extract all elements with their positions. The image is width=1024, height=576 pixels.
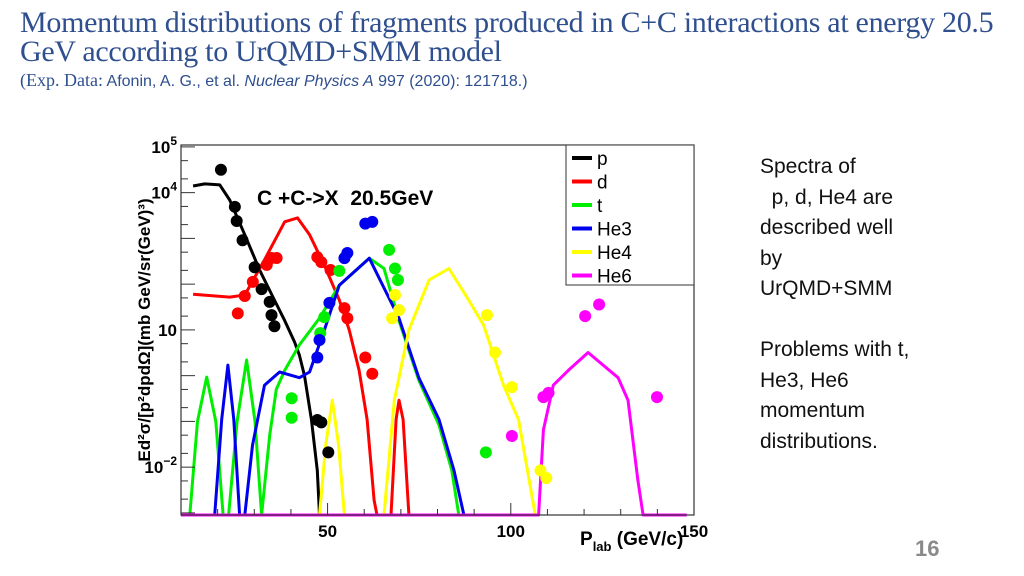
data-point-He3 — [341, 246, 354, 259]
legend-box — [565, 144, 695, 286]
y-tick-label: 10−2 — [144, 454, 177, 477]
data-point-p — [214, 163, 227, 176]
side-note-2: Problems with t, He3, He6 momentum distr… — [760, 338, 910, 453]
data-point-p — [315, 416, 328, 429]
curve-He4 — [318, 267, 537, 517]
y-tick-label: 104 — [151, 180, 177, 203]
data-point-He4 — [386, 312, 399, 325]
y-tick-label: 105 — [151, 134, 177, 157]
data-point-He4 — [388, 288, 401, 301]
subtitle-journal: Nuclear Physics A — [244, 73, 374, 90]
data-point-He4 — [393, 304, 406, 317]
data-point-He6 — [542, 386, 555, 399]
data-point-He3 — [323, 296, 336, 309]
data-point-He3 — [313, 334, 326, 347]
data-point-t — [479, 446, 492, 459]
data-point-p — [230, 215, 243, 228]
data-point-t — [391, 274, 404, 287]
data-point-d — [238, 290, 251, 303]
data-point-t — [285, 411, 298, 424]
x-axis-label: Plab (GeV/c) — [580, 529, 683, 554]
curve-He6 — [181, 351, 687, 517]
y-tick-label: 10 — [158, 321, 177, 340]
chart-annotation: C +C->X 20.5GeV — [257, 187, 433, 210]
x-axis-label-sub: lab — [593, 539, 612, 554]
data-point-t — [388, 262, 401, 275]
data-point-He4 — [489, 346, 502, 359]
data-point-p — [255, 283, 268, 296]
data-point-p — [263, 295, 276, 308]
data-point-p — [268, 320, 281, 333]
data-point-p — [322, 446, 335, 459]
y-axis-label: Ed²σ/[p²dpdΩ](mb GeV/sr(GeV)³) — [135, 198, 154, 461]
subtitle-prefix: (Exp. Data: — [20, 70, 103, 90]
data-point-d — [315, 256, 328, 269]
data-point-d — [324, 263, 337, 276]
data-point-He4 — [480, 309, 493, 322]
data-point-He6 — [593, 298, 606, 311]
side-note-1: Spectra of p, d, He4 are described well … — [760, 155, 894, 300]
legend-label-t: t — [597, 196, 603, 217]
x-tick-label: 100 — [497, 522, 525, 541]
x-axis-label-unit: (GeV/c) — [611, 529, 683, 550]
data-point-d — [231, 307, 244, 320]
curve-He3 — [213, 256, 466, 517]
data-point-d — [359, 351, 372, 364]
data-point-p — [228, 200, 241, 213]
data-point-t — [333, 264, 346, 277]
legend-label-He6: He6 — [597, 267, 632, 288]
subtitle-ref: 997 (2020): 121718.) — [373, 73, 528, 90]
data-point-p — [265, 309, 278, 322]
data-point-He4 — [540, 471, 553, 484]
slide-subtitle: (Exp. Data: Afonin, A. G., et al. Nuclea… — [20, 70, 528, 91]
data-point-He6 — [650, 391, 663, 404]
legend-label-p: p — [597, 149, 608, 170]
data-point-d — [366, 367, 379, 380]
data-point-p — [248, 261, 261, 274]
data-point-p — [236, 234, 249, 247]
data-point-He6 — [579, 310, 592, 323]
data-point-He3 — [311, 351, 324, 364]
data-point-He6 — [505, 429, 518, 442]
data-point-d — [341, 312, 354, 325]
data-point-d — [246, 275, 259, 288]
data-point-d — [338, 302, 351, 315]
legend-label-d: d — [597, 173, 608, 194]
data-point-He4 — [505, 381, 518, 394]
data-point-d — [270, 252, 283, 265]
data-point-t — [318, 311, 331, 324]
curve-p — [192, 182, 321, 516]
subtitle-authors: Afonin, A. G., et al. — [102, 73, 245, 90]
data-point-He3 — [366, 215, 379, 228]
x-tick-label: 150 — [680, 522, 708, 541]
legend-label-He3: He3 — [597, 220, 632, 241]
x-axis-label-main: P — [580, 529, 593, 550]
data-point-t — [383, 243, 396, 256]
data-point-t — [285, 392, 298, 405]
legend-label-He4: He4 — [597, 243, 632, 264]
page-number: 16 — [915, 536, 940, 561]
slide-title: Momentum distributions of fragments prod… — [20, 6, 994, 68]
x-tick-label: 50 — [318, 522, 337, 541]
